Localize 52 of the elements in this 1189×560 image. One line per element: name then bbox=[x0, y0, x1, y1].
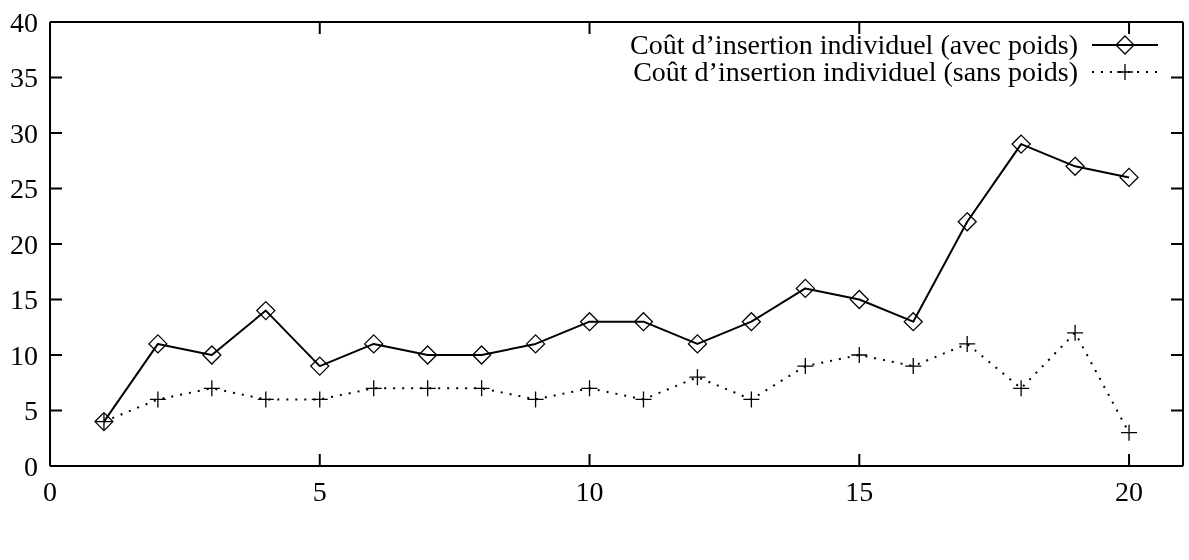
point bbox=[149, 390, 167, 409]
point bbox=[741, 312, 762, 332]
point bbox=[849, 289, 869, 310]
point bbox=[525, 334, 546, 354]
point bbox=[633, 312, 654, 332]
point bbox=[365, 379, 383, 397]
point bbox=[634, 390, 653, 409]
point bbox=[796, 357, 814, 375]
y-tick-label: 15 bbox=[10, 284, 38, 316]
x-tick-label: 10 bbox=[575, 475, 604, 507]
point bbox=[256, 300, 276, 321]
y-tick-label: 20 bbox=[10, 228, 38, 260]
point bbox=[202, 345, 222, 365]
x-tick-label: 15 bbox=[845, 475, 874, 507]
point bbox=[364, 334, 384, 354]
point bbox=[311, 390, 329, 409]
point bbox=[203, 379, 221, 397]
point bbox=[742, 390, 761, 409]
point bbox=[957, 212, 977, 232]
y-tick-label: 40 bbox=[10, 6, 38, 38]
y-tick-label: 35 bbox=[10, 62, 38, 94]
point bbox=[850, 346, 868, 364]
point bbox=[795, 278, 815, 299]
y-tick-label: 10 bbox=[10, 339, 38, 371]
point bbox=[1011, 134, 1031, 154]
point bbox=[1065, 156, 1085, 176]
point bbox=[310, 356, 330, 376]
point bbox=[418, 345, 438, 365]
point bbox=[526, 390, 545, 409]
point bbox=[1012, 379, 1030, 397]
point bbox=[1066, 324, 1084, 342]
point bbox=[904, 357, 922, 375]
x-tick-label: 5 bbox=[312, 475, 327, 507]
point bbox=[1120, 424, 1138, 442]
y-tick-label: 0 bbox=[24, 450, 38, 482]
point bbox=[958, 335, 976, 353]
y-tick-label: 30 bbox=[10, 117, 38, 149]
y-tick-label: 5 bbox=[24, 395, 38, 427]
point bbox=[687, 334, 708, 354]
point bbox=[472, 379, 491, 397]
point bbox=[257, 390, 275, 409]
point bbox=[903, 312, 923, 332]
point bbox=[688, 368, 707, 386]
x-tick-label: 20 bbox=[1115, 475, 1144, 507]
legend-label: Coût d’insertion individuel (avec poids) bbox=[630, 29, 1078, 60]
point bbox=[148, 334, 168, 354]
point bbox=[471, 345, 492, 365]
point bbox=[579, 312, 600, 332]
point bbox=[419, 379, 437, 397]
point bbox=[1119, 167, 1139, 188]
point bbox=[580, 379, 599, 397]
y-tick-label: 25 bbox=[10, 173, 38, 205]
